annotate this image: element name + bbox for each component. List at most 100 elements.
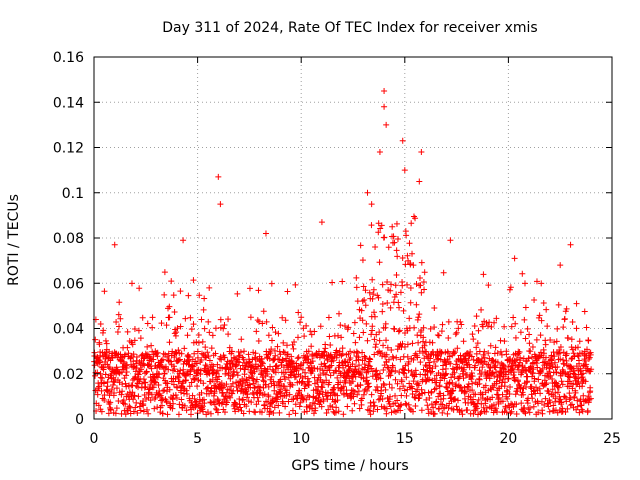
data-point	[356, 405, 363, 412]
data-point	[415, 339, 422, 346]
data-point	[566, 396, 573, 403]
data-point	[125, 350, 132, 357]
data-point	[279, 400, 286, 407]
data-point	[439, 321, 446, 328]
data-point	[465, 357, 472, 364]
data-point	[505, 363, 512, 370]
data-point	[553, 338, 560, 345]
data-point	[545, 390, 552, 397]
data-point	[565, 373, 572, 380]
data-point	[418, 407, 425, 414]
data-point	[308, 331, 315, 338]
data-point	[92, 336, 99, 343]
data-point	[512, 334, 519, 341]
data-point	[170, 292, 177, 299]
data-point	[363, 320, 370, 327]
data-point	[340, 391, 347, 398]
data-point	[388, 281, 395, 288]
data-point	[116, 323, 123, 330]
data-point	[555, 301, 562, 308]
data-point	[154, 349, 161, 356]
data-point	[425, 406, 432, 413]
data-point	[177, 323, 184, 330]
data-point	[330, 408, 337, 415]
data-point	[267, 363, 274, 370]
data-point	[167, 358, 174, 365]
data-point	[564, 405, 571, 412]
data-point	[585, 337, 592, 344]
data-point	[566, 374, 573, 381]
data-point	[410, 378, 417, 385]
data-point	[248, 369, 255, 376]
data-point	[575, 378, 582, 385]
data-point	[575, 353, 582, 360]
data-point	[117, 315, 124, 322]
data-point	[522, 304, 529, 311]
data-point	[539, 366, 546, 373]
data-point	[158, 402, 165, 409]
data-point	[235, 353, 242, 360]
data-point	[393, 291, 400, 298]
data-point	[507, 284, 514, 291]
data-point	[274, 396, 281, 403]
data-point	[207, 410, 214, 417]
data-point	[330, 357, 337, 364]
data-point	[290, 345, 297, 352]
axis-ticks: 0 0.02 0.04 0.06 0.08 0.1 0.12 0.14 0.16 0 5 10 15 20…	[53, 50, 621, 447]
data-point	[372, 243, 379, 250]
data-point	[369, 295, 376, 302]
data-point	[123, 369, 130, 375]
data-point	[189, 392, 196, 399]
data-point	[193, 339, 200, 346]
data-point	[138, 380, 145, 387]
data-point	[388, 384, 395, 391]
data-point	[190, 277, 197, 284]
data-point	[270, 357, 277, 364]
data-point	[261, 391, 268, 398]
data-point	[570, 370, 577, 377]
data-point	[409, 250, 416, 257]
data-point	[421, 269, 428, 276]
data-point	[379, 300, 386, 307]
data-point	[360, 391, 367, 398]
data-point	[280, 339, 287, 346]
data-point	[275, 382, 282, 389]
data-point	[415, 314, 422, 321]
data-point	[435, 393, 442, 400]
data-point	[588, 366, 595, 373]
data-point	[176, 401, 183, 408]
data-point	[306, 378, 313, 385]
data-point	[396, 327, 403, 334]
data-point	[404, 281, 411, 288]
data-point	[392, 376, 399, 383]
data-point	[433, 385, 440, 392]
data-point	[561, 315, 568, 322]
data-point	[381, 234, 388, 241]
data-point	[265, 393, 272, 400]
data-point	[568, 336, 575, 343]
data-point	[376, 149, 383, 156]
data-point	[549, 375, 556, 382]
data-point	[111, 241, 118, 248]
data-point	[379, 395, 386, 402]
y-tick-label: 0.14	[53, 95, 84, 111]
data-point	[366, 289, 373, 296]
data-point	[270, 410, 277, 417]
data-point	[324, 357, 331, 364]
data-point	[268, 373, 275, 380]
data-point	[417, 282, 424, 289]
data-point	[442, 371, 449, 378]
data-point	[452, 396, 459, 403]
data-point	[352, 363, 359, 370]
data-point	[376, 337, 383, 344]
data-point	[199, 338, 206, 345]
data-point	[367, 356, 374, 363]
data-point	[526, 331, 533, 338]
data-point	[211, 401, 218, 408]
data-point	[187, 314, 194, 321]
data-point	[212, 350, 219, 357]
data-point	[522, 410, 529, 417]
data-point	[371, 309, 378, 316]
data-point	[166, 339, 173, 346]
data-point	[403, 374, 410, 381]
